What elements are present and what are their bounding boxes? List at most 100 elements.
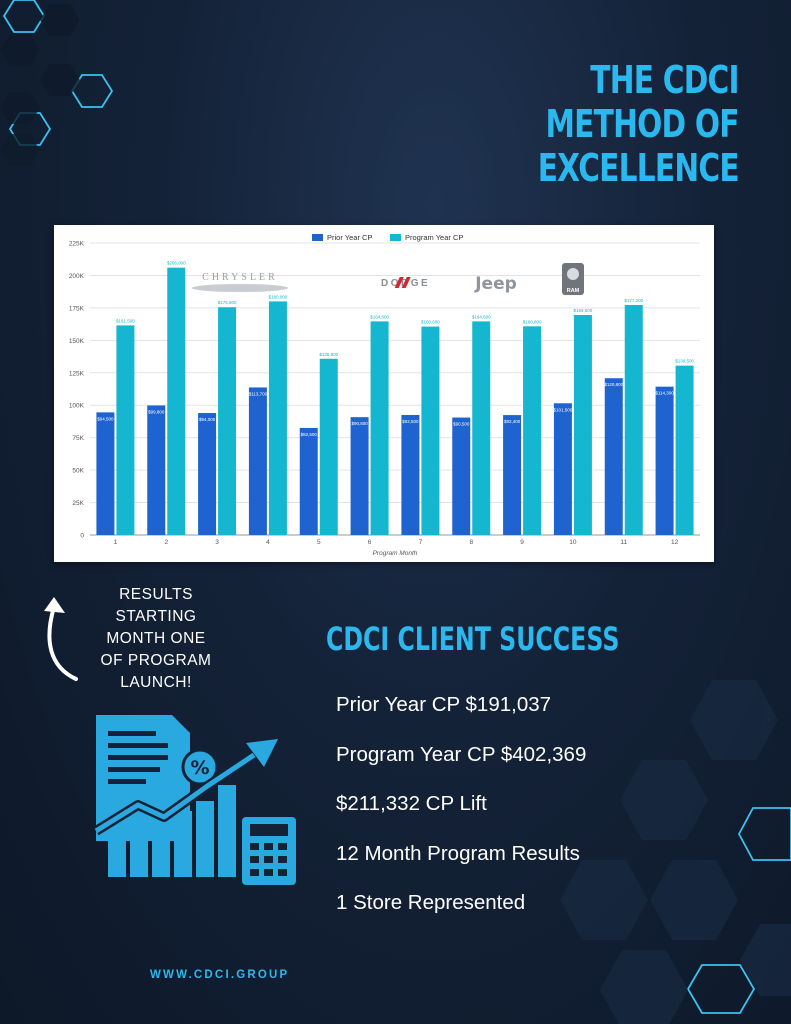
curved-arrow-icon [44, 597, 78, 681]
stat-program-year: Program Year CP $402,369 [336, 742, 587, 766]
data-label: $99,800 [148, 409, 165, 414]
data-label: $164,600 [472, 314, 491, 319]
x-tick-label: 12 [671, 539, 679, 546]
bar-prior-year [452, 417, 471, 535]
bar-prior-year [350, 417, 369, 535]
percent-icon: % [181, 748, 219, 786]
x-tick-label: 5 [317, 539, 321, 546]
data-label: $92,400 [504, 419, 521, 424]
x-tick-label: 1 [114, 539, 118, 546]
x-tick-label: 3 [215, 539, 219, 546]
ram-logo: RAM [567, 288, 580, 294]
bar-chart: 0 25K 50K 75K 100K 125K 150K 175K 200K 225K $94,50… [69, 233, 700, 557]
y-tick-label: 75K [72, 435, 84, 442]
bar-program-year [218, 307, 237, 535]
y-tick-label: 150K [69, 338, 85, 345]
data-label: $175,500 [218, 300, 237, 305]
bar-prior-year [299, 427, 318, 535]
stat-stores: 1 Store Represented [336, 891, 526, 914]
bar-prior-year [604, 378, 623, 535]
bar-program-year [523, 326, 542, 535]
dodge-stripe-icon [394, 277, 404, 288]
y-tick-label: 100K [69, 403, 85, 410]
x-tick-label: 9 [520, 539, 524, 546]
bar-prior-year [96, 412, 115, 535]
x-tick-label: 6 [368, 539, 372, 546]
ram-head-icon [567, 268, 579, 280]
website-link[interactable]: WWW.CDCI.GROUP [150, 969, 290, 981]
data-label: $120,800 [604, 382, 623, 387]
x-tick-label: 7 [419, 539, 423, 546]
stat-prior-year: Prior Year CP $191,037 [336, 693, 552, 716]
stat-program-results: 12 Month Program Results [336, 841, 580, 865]
title-line-2: METHOD OF [545, 102, 740, 146]
data-label: $92,500 [402, 419, 419, 424]
stats-list: Prior Year CP $191,037 Program Year CP $… [336, 690, 586, 938]
dodge-stripe-icon [401, 277, 411, 288]
data-label: $90,500 [453, 422, 470, 427]
data-label: $82,500 [301, 432, 318, 437]
bar-program-year [116, 325, 135, 535]
data-label: $113,700 [249, 391, 268, 396]
bar-prior-year [553, 403, 572, 535]
bar-prior-year [655, 386, 674, 535]
title-line-3: EXCELLENCE [537, 146, 740, 190]
data-label: $90,800 [351, 421, 368, 426]
x-tick-label: 11 [620, 539, 627, 546]
legend-swatch [312, 234, 323, 241]
report-growth-icon: % [94, 715, 296, 885]
y-tick-label: 50K [72, 468, 84, 475]
bar-prior-year [248, 387, 267, 535]
legend-swatch [390, 234, 401, 241]
data-label: $180,000 [269, 294, 288, 299]
chrysler-logo-wing [192, 284, 288, 292]
bar-program-year [624, 305, 643, 535]
data-label: $130,500 [675, 359, 694, 364]
data-label: $135,800 [319, 352, 338, 357]
bar-program-year [268, 301, 287, 535]
data-label: $160,600 [421, 320, 440, 325]
y-tick-label: 25K [72, 500, 84, 507]
data-label: $169,500 [574, 308, 593, 313]
bar-prior-year [147, 405, 166, 535]
chart-card: 0 25K 50K 75K 100K 125K 150K 175K 200K 225K $94,50… [54, 225, 714, 562]
data-label: $114,300 [655, 391, 674, 396]
data-label: $101,500 [554, 407, 573, 412]
y-tick-label: 225K [69, 241, 85, 248]
data-label: $94,000 [199, 417, 216, 422]
bar-prior-year [503, 415, 522, 535]
bar-program-year [573, 315, 592, 535]
data-label: $206,000 [167, 261, 186, 266]
bar-program-year [370, 321, 389, 535]
data-label: $161,500 [116, 318, 135, 323]
calculator-icon [242, 817, 296, 885]
bar-program-year [472, 321, 491, 535]
bar-program-year [421, 326, 440, 535]
legend-label: Program Year CP [405, 233, 463, 242]
x-tick-label: 10 [569, 539, 577, 546]
legend-label: Prior Year CP [327, 233, 372, 242]
data-label: $177,200 [624, 298, 643, 303]
main-title: THE CDCI METHOD OF EXCELLENCE [537, 58, 740, 190]
bar-program-year [319, 358, 338, 535]
bar-program-year [167, 267, 186, 535]
bar-prior-year [198, 413, 217, 535]
bar-program-year [675, 365, 694, 535]
success-title: CDCI CLIENT SUCCESS [326, 620, 620, 658]
data-label: $160,800 [523, 319, 542, 324]
x-axis-label: Program Month [373, 550, 418, 557]
stat-cp-lift: $211,332 CP Lift [336, 792, 487, 815]
y-tick-label: 125K [69, 370, 85, 377]
x-tick-label: 2 [164, 539, 168, 546]
x-tick-label: 8 [469, 539, 473, 546]
svg-text:%: % [190, 757, 209, 779]
y-tick-label: 0 [80, 533, 84, 540]
results-note: RESULTS STARTING MONTH ONE OF PROGRAM LA… [100, 586, 212, 691]
data-label: $94,500 [97, 416, 114, 421]
y-tick-label: 200K [69, 273, 85, 280]
bar-prior-year [401, 414, 420, 535]
jeep-logo: Jeep [474, 274, 517, 294]
x-tick-label: 4 [266, 539, 270, 546]
y-tick-label: 175K [69, 305, 85, 312]
data-label: $164,600 [370, 314, 389, 319]
